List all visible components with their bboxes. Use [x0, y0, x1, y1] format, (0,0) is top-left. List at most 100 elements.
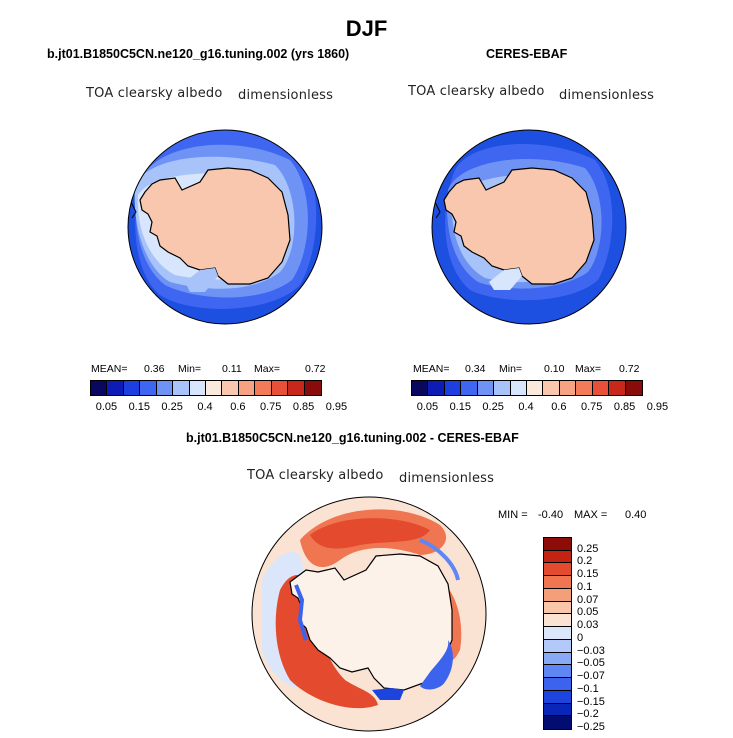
panel-3-colorbar-tick-label: 0.1: [577, 580, 593, 593]
panel-1-colorbar-tick-label: 0.15: [128, 401, 150, 413]
panel-2-colorbar-swatch: [625, 381, 642, 395]
panel-3-colorbar-tick-label: −0.2: [577, 708, 599, 721]
panel-2-colorbar-swatch: [461, 381, 478, 395]
panel-3-colorbar-swatch: [544, 563, 571, 577]
panel-2-colorbar-swatch: [412, 381, 429, 395]
panel-1-max-value: 0.72: [305, 363, 326, 375]
panel-3-colorbar-tick-label: 0.2: [577, 555, 593, 568]
panel-2-colorbar-swatch: [428, 381, 445, 395]
panel-2-colorbar-swatch: [494, 381, 511, 395]
panel-1-frame: [127, 129, 323, 325]
panel-1-colorbar: [90, 380, 322, 396]
panel-1-colorbar-swatch: [222, 381, 239, 395]
panel-3-colorbar-swatch: [544, 716, 571, 729]
panel-3-colorbar-swatch: [544, 652, 571, 666]
panel-3-colorbar-swatch: [544, 690, 571, 704]
panel-2-colorbar-tick-label: 0.75: [580, 401, 603, 413]
panel-1-colorbar-swatch: [255, 381, 272, 395]
panel-3-colorbar-tick-label: −0.03: [577, 644, 605, 657]
panel-1-min-value: 0.11: [222, 363, 242, 375]
panel-1-mean-value: 0.36: [144, 363, 165, 375]
panel-3-colorbar-tick-label: 0.15: [577, 568, 599, 581]
panel-2-colorbar-ticks: 0.05 0.15 0.25 0.4 0.6 0.75 0.85 0.95: [411, 401, 668, 415]
panel-3-neg-ross: [372, 688, 404, 700]
panel-1-colorbar-ticks: 0.05 0.15 0.25 0.4 0.6 0.75 0.85 0.95: [90, 401, 347, 415]
page-title: DJF: [345, 16, 388, 41]
panel-3-neg-peninsula: [294, 584, 308, 641]
panel-2-colorbar-swatch: [444, 381, 462, 395]
panel-2-variable: TOA clearsky albedo: [408, 84, 545, 99]
panel-3-pos-north-core: [310, 518, 430, 549]
panel-3-colorbar-tick-label: −0.07: [577, 670, 605, 683]
panel-1-colorbar-tick-label: 0.75: [259, 401, 282, 413]
panel-1-variable: TOA clearsky albedo: [86, 86, 223, 101]
panel-3-units: dimensionless: [399, 471, 495, 486]
panel-3-colorbar-swatch: [544, 665, 571, 679]
panel-1-colorbar-swatch: [156, 381, 174, 395]
panel-1-min-label: Min=: [178, 363, 202, 375]
panel-3-colorbar-swatch: [544, 538, 571, 551]
panel-3-colorbar-tick-label: −0.05: [577, 657, 605, 670]
panel-1-mean-label: MEAN=: [91, 363, 128, 375]
panel-3-colorbar-tick-label: −0.15: [577, 695, 605, 708]
panel-1-colorbar-swatch: [206, 381, 223, 395]
panel-3-colorbar-swatch: [544, 576, 571, 589]
panel-1-units: dimensionless: [238, 88, 334, 103]
panel-1-colorbar-swatch: [238, 381, 256, 395]
panel-3-colorbar-swatch: [544, 627, 571, 640]
panel-1-colorbar-tick-label: 0.4: [197, 401, 213, 413]
panel-2-colorbar-swatch: [592, 381, 610, 395]
panel-2-colorbar-tick-label: 0.95: [646, 401, 669, 413]
panel-3-colorbar-swatch: [544, 601, 571, 615]
panel-1-colorbar-tick-label: 0.25: [161, 401, 183, 413]
panel-2-min-value: 0.10: [544, 363, 565, 375]
panel-1-colorbar-swatch: [288, 381, 305, 395]
panel-1-title: b.jt01.B1850C5CN.ne120_g16.tuning.002 (y…: [47, 47, 350, 61]
panel-1-colorbar-swatch: [271, 381, 289, 395]
panel-1-max-label: Max=: [254, 363, 280, 375]
panel-3-frame: [251, 496, 487, 732]
panel-2-title: CERES-EBAF: [486, 47, 568, 61]
panel-3-colorbar-swatch: [544, 703, 571, 717]
panel-2-colorbar-swatch: [510, 381, 527, 395]
panel-3-antarctica: [289, 553, 453, 691]
panel-1-colorbar-tick-label: 0.95: [325, 401, 348, 413]
panel-2-colorbar-swatch: [527, 381, 544, 395]
panel-1-colorbar-swatch: [140, 381, 157, 395]
panel-2-colorbar-tick-label: 0.85: [613, 401, 636, 413]
panel-1-colorbar-tick-label: 0.85: [292, 401, 315, 413]
panel-3-colorbar-tick-label: 0.25: [577, 542, 599, 555]
panel-3-title: b.jt01.B1850C5CN.ne120_g16.tuning.002 - …: [186, 431, 519, 445]
panel-2-colorbar-tick-label: 0.25: [482, 401, 504, 413]
panel-3-max-value: 0.40: [625, 509, 647, 521]
panel-1-colorbar-swatch: [123, 381, 141, 395]
panel-2-units: dimensionless: [559, 88, 655, 103]
panel-2-colorbar: [411, 380, 643, 396]
panel-3-max-label: MAX =: [574, 509, 608, 521]
panel-2-colorbar-tick-label: 0.4: [518, 401, 534, 413]
panel-3-colorbar-tick-label: −0.25: [577, 721, 605, 733]
panel-1-colorbar-tick-label: 0.05: [95, 401, 118, 413]
panel-3-colorbar-ticks: 0.25 0.2 0.15 0.1 0.07 0.05 0.03 0 −0.03 −0.05 −0.…: [577, 537, 637, 733]
panel-1-colorbar-tick-label: 0.6: [230, 401, 246, 413]
panel-3-colorbar-swatch: [544, 588, 571, 602]
panel-3-colorbar-swatch: [544, 678, 571, 691]
panel-3-colorbar-tick-label: −0.1: [577, 682, 599, 695]
panel-2-frame: [431, 129, 627, 325]
panel-1-colorbar-swatch: [173, 381, 190, 395]
panel-3-variable: TOA clearsky albedo: [247, 468, 384, 483]
panel-2-min-label: Min=: [499, 363, 523, 375]
panel-2-mean-value: 0.34: [465, 363, 486, 375]
panel-2-colorbar-tick-label: 0.15: [449, 401, 471, 413]
panel-3-colorbar-swatch: [544, 550, 571, 564]
panel-3-colorbar-swatch: [544, 639, 571, 653]
panel-2-colorbar-swatch: [559, 381, 577, 395]
panel-1-colorbar-swatch: [189, 381, 206, 395]
panel-1-colorbar-swatch: [91, 381, 108, 395]
panel-1-ross-ice: [185, 268, 218, 292]
panel-3-colorbar: [543, 537, 572, 730]
panel-3-colorbar-tick-label: 0.05: [577, 606, 599, 619]
panel-2-colorbar-swatch: [576, 381, 593, 395]
panel-2-max-label: Max=: [575, 363, 601, 375]
